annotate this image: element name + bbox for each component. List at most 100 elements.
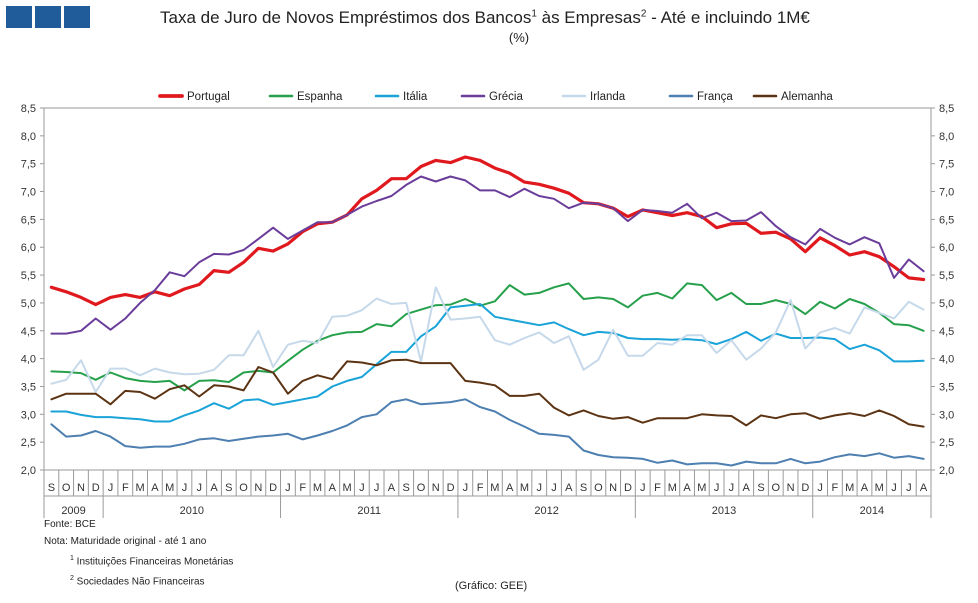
x-month-label: S [757,482,764,494]
y-tick-label-left: 8,5 [21,103,36,115]
y-tick-label-left: 4,0 [21,354,36,366]
legend-label: Irlanda [590,91,626,103]
legend-label: Grécia [489,91,523,103]
x-month-label: J [359,482,365,494]
x-month-label: M [342,482,351,494]
x-month-label: A [506,482,514,494]
x-month-label: J [536,482,542,494]
x-month-label: D [269,482,277,494]
x-month-label: M [136,482,145,494]
x-month-label: D [447,482,455,494]
footnote-2: 2 Sociedades Não Financeiras [44,570,233,590]
x-month-label: M [668,482,677,494]
x-month-label: S [580,482,587,494]
x-month-label: A [683,482,691,494]
x-month-label: M [490,482,499,494]
title-main: Taxa de Juro de Novos Empréstimos dos Ba… [160,8,532,27]
title-end: - Até e incluindo 1M€ [646,8,810,27]
x-month-label: J [285,482,291,494]
x-month-label: A [210,482,218,494]
chart-credit: (Gráfico: GEE) [455,580,528,592]
x-month-label: O [771,482,780,494]
x-month-label: J [817,482,823,494]
y-tick-label-left: 5,0 [21,298,36,310]
x-month-label: S [403,482,410,494]
footnote-2-text: Sociedades Não Financeiras [73,576,205,588]
x-month-label: J [729,482,735,494]
x-month-label: J [906,482,912,494]
y-tick-label-left: 4,5 [21,326,36,338]
logo-block-2 [35,6,61,28]
x-month-label: D [92,482,100,494]
x-month-label: J [551,482,557,494]
y-tick-label-right: 4,0 [939,354,954,366]
y-tick-label-right: 6,5 [939,214,954,226]
x-month-label: S [48,482,55,494]
x-month-label: O [62,482,71,494]
legend-label: Portugal [187,91,230,103]
y-tick-label-left: 8,0 [21,131,36,143]
x-month-label: A [743,482,751,494]
series-line-portugal [49,155,926,307]
x-month-label: N [254,482,262,494]
y-tick-label-right: 5,5 [939,270,954,282]
footnote-1: 1 Instituições Financeiras Monetárias [44,550,233,570]
x-month-label: M [845,482,854,494]
footnote-1-text: Instituições Financeiras Monetárias [73,556,234,568]
x-month-label: M [875,482,884,494]
source-note: Fonte: BCE [44,519,96,530]
x-month-label: M [697,482,706,494]
x-month-label: F [299,482,306,494]
y-tick-label-right: 7,0 [939,187,954,199]
x-month-label: M [520,482,529,494]
series-line-irlanda [50,286,925,393]
y-tick-label-right: 8,5 [939,103,954,115]
x-month-label: A [151,482,159,494]
x-month-label: J [374,482,380,494]
y-tick-label-right: 2,5 [939,437,954,449]
brand-logo [6,6,90,28]
series-line-frana [50,398,925,467]
x-month-label: N [787,482,795,494]
y-tick-label-right: 5,0 [939,298,954,310]
y-tick-label-right: 4,5 [939,326,954,338]
x-month-label: F [654,482,661,494]
x-year-label: 2013 [712,505,736,517]
series-line-itlia [50,303,925,423]
x-month-label: J [182,482,188,494]
x-month-label: A [565,482,573,494]
x-month-label: J [714,482,720,494]
x-month-label: M [313,482,322,494]
x-month-label: D [801,482,809,494]
x-month-label: F [122,482,129,494]
title-mid: às Empresas [536,8,641,27]
y-tick-label-right: 3,5 [939,381,954,393]
x-month-label: F [477,482,484,494]
x-month-label: N [609,482,617,494]
plot-area-frame [43,107,932,471]
y-tick-label-left: 7,0 [21,187,36,199]
x-year-label: 2010 [180,505,204,517]
x-year-label: 2014 [860,505,884,517]
y-tick-label-left: 6,0 [21,242,36,254]
x-month-label: N [77,482,85,494]
y-tick-label-left: 2,0 [21,465,36,477]
y-tick-label-left: 2,5 [21,437,36,449]
legend-label: Espanha [297,91,343,103]
chart-notes: Fonte: BCE Nota: Maturidade original - a… [44,516,233,591]
x-month-label: J [196,482,202,494]
x-month-label: O [594,482,603,494]
x-month-label: M [165,482,174,494]
y-tick-label-right: 6,0 [939,242,954,254]
y-tick-label-right: 2,0 [939,465,954,477]
x-month-label: J [108,482,114,494]
x-year-label: 2009 [61,505,85,517]
x-month-label: N [432,482,440,494]
y-tick-label-left: 5,5 [21,270,36,282]
x-month-label: A [861,482,869,494]
logo-block-1 [6,6,32,28]
x-month-label: O [239,482,248,494]
footnote-2-number: 2 [70,575,74,583]
x-month-label: O [417,482,426,494]
x-month-label: A [329,482,337,494]
